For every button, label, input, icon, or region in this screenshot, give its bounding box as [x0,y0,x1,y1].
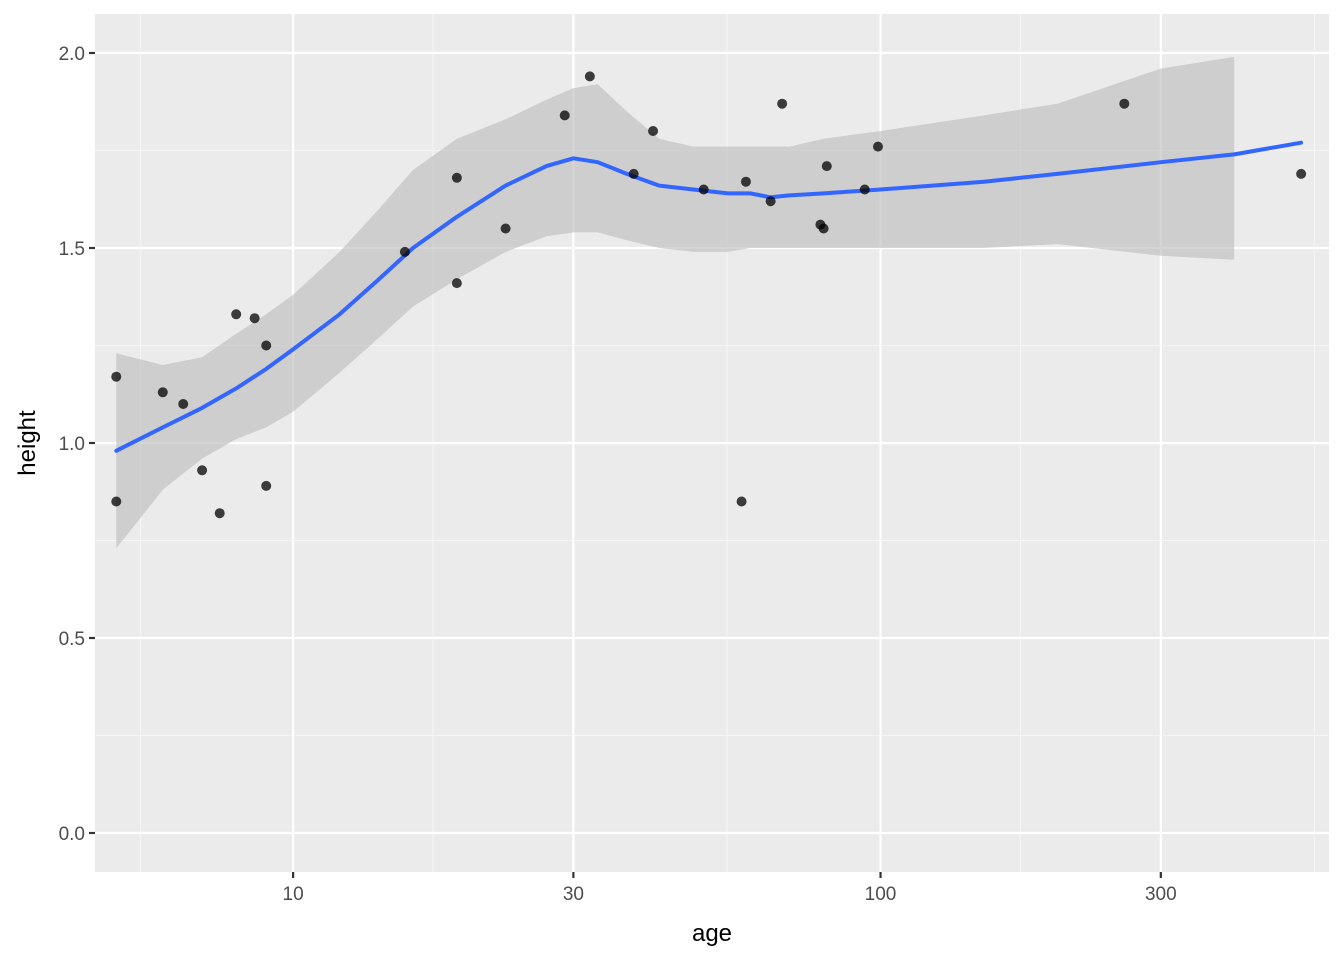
y-tick-label: 1.5 [59,239,85,260]
data-point [197,465,208,476]
data-point [261,340,272,351]
data-point [1119,98,1130,109]
data-point [1296,168,1307,179]
data-point [111,496,122,507]
y-tick-label: 0.0 [59,824,85,845]
x-tick-label: 10 [283,884,304,905]
x-tick-label: 300 [1145,884,1177,905]
data-point [821,161,832,172]
data-point [261,480,272,491]
data-point [736,496,747,507]
data-point [765,196,776,207]
x-tick-label: 100 [865,884,897,905]
data-point [559,110,570,121]
x-tick-label: 30 [563,884,584,905]
data-point [249,313,260,324]
data-point [157,387,168,398]
x-axis: 10 30 100 300 [283,872,1177,905]
data-point [231,309,242,320]
data-point [818,223,829,234]
data-point [777,98,788,109]
data-point [214,508,225,519]
data-point [584,71,595,82]
data-point [740,176,751,187]
y-tick-label: 2.0 [59,44,85,65]
data-point [399,246,410,257]
smooth-line [114,140,1304,453]
data-point [111,371,122,382]
data-point [500,223,511,234]
x-axis-title: age [692,920,732,947]
data-point [648,126,659,136]
data-point [859,184,870,195]
confidence-band [116,56,1235,549]
y-tick-label: 1.0 [59,434,85,455]
data-point [872,141,883,152]
data-points [111,71,1307,519]
y-axis: 0.0 0.5 1.0 1.5 2.0 [59,44,95,845]
data-point [451,278,462,289]
data-point [451,172,462,183]
data-point [698,184,709,195]
y-tick-label: 0.5 [59,629,85,650]
data-point [628,168,639,179]
y-axis-title: height [14,410,41,476]
data-point [178,399,189,409]
